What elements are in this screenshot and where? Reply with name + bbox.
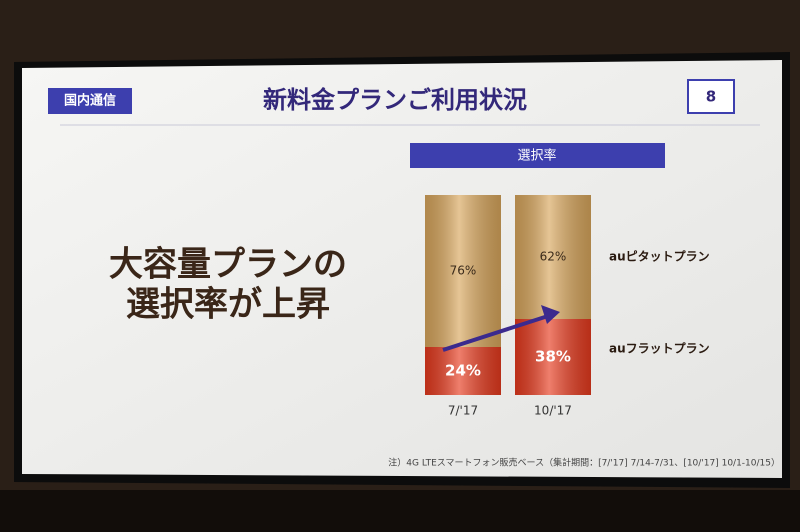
chart-subtitle: 選択率 bbox=[517, 148, 556, 164]
tag: 国内通信 bbox=[64, 93, 116, 109]
chart: 24% 76% 7/'17 38% auフラットプラン 62% auピタットプラン 10/'1… bbox=[425, 195, 710, 418]
subtitle-box bbox=[410, 143, 665, 168]
bar-shine bbox=[515, 195, 591, 319]
tag-box bbox=[48, 88, 132, 114]
x-tick-label: 7/'17 bbox=[448, 404, 478, 418]
trend-arrowhead bbox=[541, 305, 560, 324]
value-label: 76% bbox=[450, 264, 477, 278]
trend-arrow bbox=[442, 314, 549, 352]
floor bbox=[0, 490, 800, 532]
bar-shine bbox=[425, 347, 501, 395]
headline-line: 大容量プランの bbox=[109, 245, 347, 285]
headline-line: 選択率が上昇 bbox=[126, 285, 330, 325]
series-label: auフラットプラン bbox=[609, 341, 710, 356]
bar-shine bbox=[515, 319, 591, 395]
footnote: 注）4G LTEスマートフォン販売ベース（集計期間：[7/'17] 7/14-7… bbox=[388, 457, 780, 469]
value-label: 62% bbox=[540, 250, 567, 264]
chart-title: 新料金プランご利用状況 bbox=[263, 86, 527, 114]
value-label: 38% bbox=[535, 348, 571, 366]
x-tick-label: 10/'17 bbox=[534, 404, 572, 418]
page-number-box bbox=[687, 79, 735, 114]
page-number: 8 bbox=[706, 88, 716, 106]
value-label: 24% bbox=[445, 362, 481, 380]
bar-shine bbox=[425, 195, 501, 347]
series-label: auピタットプラン bbox=[609, 249, 710, 264]
